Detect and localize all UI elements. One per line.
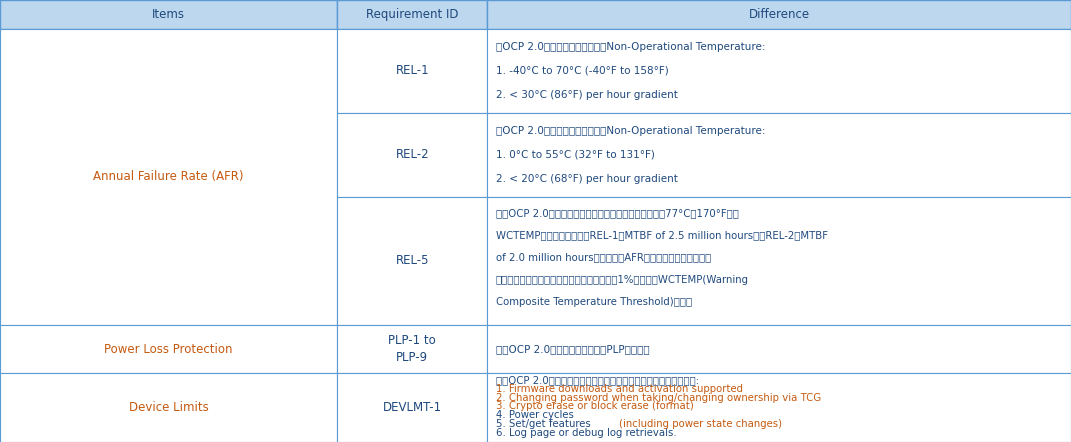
Bar — [487, 325, 1071, 373]
Text: (including power state changes): (including power state changes) — [619, 419, 782, 429]
Text: PLP-1 to
PLP-9: PLP-1 to PLP-9 — [389, 334, 436, 364]
Text: 1. Firmware downloads and activation supported: 1. Firmware downloads and activation sup… — [496, 384, 743, 394]
Bar — [0, 0, 337, 29]
Text: 6. Log page or debug log retrievals.: 6. Log page or debug log retrievals. — [496, 428, 677, 438]
Bar — [337, 113, 487, 197]
Bar — [487, 0, 1071, 29]
Text: WCTEMP）的情況下，維持REL-1（MTBF of 2.5 million hours）和REL-2（MTBF: WCTEMP）的情況下，維持REL-1（MTBF of 2.5 million … — [496, 230, 828, 240]
Text: 此外，在設備的通電啟動時間內，應花費少於1%的時間在WCTEMP(Warning: 此外，在設備的通電啟動時間內，應花費少於1%的時間在WCTEMP(Warning — [496, 274, 749, 285]
Bar — [337, 373, 487, 442]
Bar — [337, 0, 487, 29]
Text: REL-2: REL-2 — [395, 148, 429, 161]
Text: 1. -40°C to 70°C (-40°F to 158°F): 1. -40°C to 70°C (-40°F to 158°F) — [496, 66, 668, 76]
Bar — [337, 197, 487, 325]
Text: REL-5: REL-5 — [395, 254, 429, 267]
Text: 2. Changing password when taking/changing ownership via TCG: 2. Changing password when taking/changin… — [496, 392, 821, 403]
Text: 此為OCP 2.0新增項目定義，設備必須在報告的溫度達到77°C（170°F）（: 此為OCP 2.0新增項目定義，設備必須在報告的溫度達到77°C（170°F）（ — [496, 208, 739, 218]
Text: 此為OCP 2.0新增項目，主要新增PLP功能定義: 此為OCP 2.0新增項目，主要新增PLP功能定義 — [496, 344, 649, 354]
Text: DEVLMT-1: DEVLMT-1 — [382, 401, 442, 414]
Text: Power Loss Protection: Power Loss Protection — [105, 343, 232, 356]
Bar — [0, 29, 337, 325]
Text: of 2.0 million hours）中指定的AFR（年平均故障率）目標。: of 2.0 million hours）中指定的AFR（年平均故障率）目標。 — [496, 252, 711, 263]
Bar — [487, 29, 1071, 113]
Text: 在OCP 2.0中新增定義描述，新增Non-Operational Temperature:: 在OCP 2.0中新增定義描述，新增Non-Operational Temper… — [496, 126, 766, 136]
Text: REL-1: REL-1 — [395, 64, 429, 77]
Text: 2. < 20°C (68°F) per hour gradient: 2. < 20°C (68°F) per hour gradient — [496, 174, 678, 184]
Text: Device Limits: Device Limits — [129, 401, 209, 414]
Text: Difference: Difference — [749, 8, 810, 21]
Text: 5. Set/get features: 5. Set/get features — [496, 419, 594, 429]
Text: 1. 0°C to 55°C (32°F to 131°F): 1. 0°C to 55°C (32°F to 131°F) — [496, 150, 654, 160]
Bar — [0, 325, 337, 373]
Text: 2. < 30°C (86°F) per hour gradient: 2. < 30°C (86°F) per hour gradient — [496, 90, 678, 100]
Bar — [337, 29, 487, 113]
Bar — [337, 325, 487, 373]
Text: Annual Failure Rate (AFR): Annual Failure Rate (AFR) — [93, 170, 244, 183]
Bar — [487, 197, 1071, 325]
Text: 此為OCP 2.0新增項目，主要新增設備在特定情況下不應有架構限制:: 此為OCP 2.0新增項目，主要新增設備在特定情況下不應有架構限制: — [496, 375, 699, 385]
Text: 3. Crypto erase or block erase (format): 3. Crypto erase or block erase (format) — [496, 401, 694, 412]
Bar — [0, 373, 337, 442]
Text: Requirement ID: Requirement ID — [366, 8, 458, 21]
Text: 4. Power cycles: 4. Power cycles — [496, 410, 574, 420]
Text: Composite Temperature Threshold)以上。: Composite Temperature Threshold)以上。 — [496, 297, 692, 307]
Bar — [487, 373, 1071, 442]
Text: Items: Items — [152, 8, 185, 21]
Bar — [487, 113, 1071, 197]
Text: 在OCP 2.0中新增定義描述，新增Non-Operational Temperature:: 在OCP 2.0中新增定義描述，新增Non-Operational Temper… — [496, 42, 766, 52]
